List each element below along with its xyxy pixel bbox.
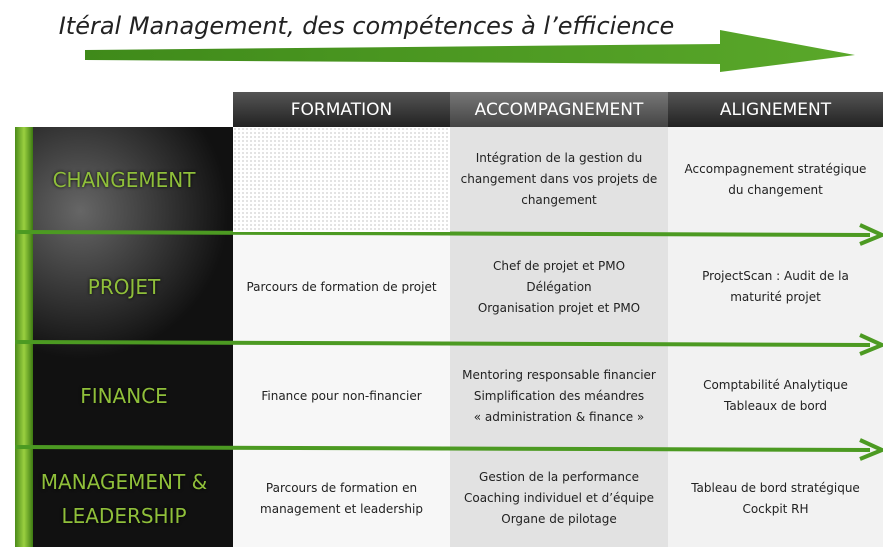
text-line: management et leadership [260, 501, 423, 516]
text-line: Mentoring responsable financier [462, 367, 656, 382]
cell: Tableau de bord stratégique Cockpit RH [668, 450, 883, 547]
title-arrow [85, 30, 855, 72]
text-line: Délégation [526, 279, 592, 294]
text-line: Parcours de formation de projet [246, 279, 437, 294]
text-line: changement dans vos projets de [460, 172, 658, 186]
cell: Finance pour non-financier [233, 342, 450, 450]
text-line: Coaching individuel et d’équipe [463, 491, 654, 505]
row-arrow [14, 223, 883, 246]
text-line: Accompagnement stratégique [684, 161, 867, 176]
text-line: Tableau de bord stratégique [691, 480, 860, 495]
text-line: Intégration de la gestion du [475, 151, 643, 165]
column-bg [668, 127, 883, 547]
column-header: ALIGNEMENT [668, 92, 883, 127]
text-line: ProjectScan : Audit de la [702, 269, 849, 283]
column-bg [450, 127, 668, 547]
row-label: CHANGEMENT [15, 127, 233, 232]
text-line: « administration & finance » [473, 409, 645, 424]
text-line: maturité projet [730, 290, 821, 304]
cell: Intégration de la gestion du changement d… [450, 127, 668, 232]
text-line: changement [521, 193, 597, 207]
cell [233, 127, 450, 232]
stones-image [15, 127, 233, 547]
text-line: Cockpit RH [742, 501, 809, 516]
text-line: Parcours de formation en [265, 480, 418, 495]
cell: Comptabilité Analytique Tableaux de bord [668, 342, 883, 450]
text-line: LEADERSHIP [61, 503, 187, 528]
text-line: Tableaux de bord [723, 399, 828, 413]
text-line: Organe de pilotage [501, 512, 617, 526]
text-line: Organisation projet et PMO [477, 300, 641, 315]
text-line: Gestion de la performance [479, 470, 639, 484]
text-line: MANAGEMENT & [40, 469, 208, 494]
column-header: FORMATION [233, 92, 450, 127]
cell: Chef de projet et PMO Délégation Organisat… [450, 232, 668, 342]
cell: Accompagnement stratégique du changement [668, 127, 883, 232]
text-line: Chef de projet et PMO [492, 258, 626, 273]
text-line: Finance pour non-financier [261, 388, 422, 403]
cell: Gestion de la performance Coaching indivi… [450, 450, 668, 547]
text-line: FINANCE [80, 384, 168, 408]
cell: Parcours de formation de projet [233, 232, 450, 342]
text-line: Comptabilité Analytique [703, 378, 848, 392]
text-line: PROJET [87, 275, 161, 299]
text-line: Simplification des méandres [473, 388, 645, 403]
row-label: MANAGEMENT & LEADERSHIP [15, 450, 233, 547]
row-label: FINANCE [15, 342, 233, 450]
cell: Parcours de formation en management et le… [233, 450, 450, 547]
text-line: CHANGEMENT [52, 167, 196, 192]
text-line: du changement [728, 182, 823, 197]
row-arrow [14, 333, 883, 356]
cell: Mentoring responsable financier Simplific… [450, 342, 668, 450]
row-label: PROJET [15, 232, 233, 342]
row-arrow [14, 438, 883, 461]
column-header: ACCOMPAGNEMENT [450, 92, 668, 127]
cell: ProjectScan : Audit de la maturité projet [668, 232, 883, 342]
title: Itéral Management, des compétences à l’e… [58, 12, 675, 40]
